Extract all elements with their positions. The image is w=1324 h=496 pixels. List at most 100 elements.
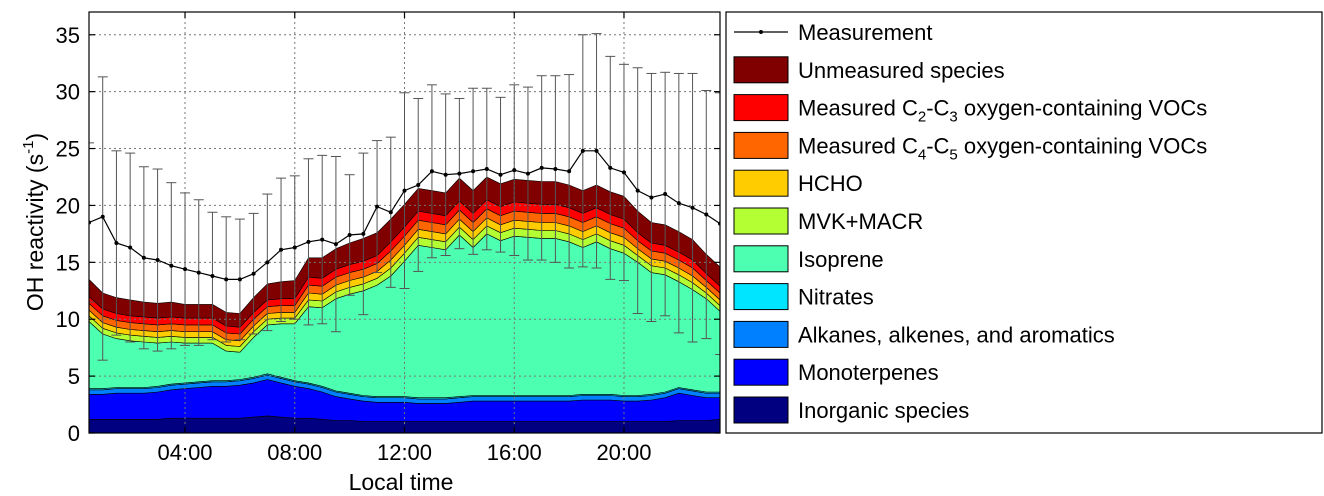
measurement-point	[155, 258, 160, 263]
legend-label: HCHO	[798, 171, 863, 196]
legend-swatch	[733, 169, 789, 197]
y-tick-label: 10	[56, 307, 80, 332]
measurement-point	[306, 239, 311, 244]
measurement-point	[512, 168, 517, 173]
measurement-point	[457, 171, 462, 176]
y-tick-label: 25	[56, 137, 80, 162]
y-axis-title-close: )	[22, 133, 48, 141]
measurement-point	[224, 277, 229, 282]
legend-swatch	[733, 320, 789, 348]
measurement-point	[567, 169, 572, 174]
legend-swatch	[733, 207, 789, 235]
measurement-point	[539, 165, 544, 170]
measurement-series	[89, 33, 720, 361]
legend: Measurement Unmeasured species Measured C2…	[725, 11, 1323, 434]
measurement-point	[292, 245, 297, 250]
legend-label-subscript: 5	[949, 146, 957, 163]
measurement-point	[388, 210, 393, 215]
measurement-point	[471, 169, 476, 174]
measurement-point	[279, 247, 284, 252]
legend-label: Measured C2-C3 oxygen-containing VOCs	[798, 96, 1207, 126]
x-tick-label: 08:00	[267, 440, 322, 465]
legend-swatch	[733, 131, 789, 159]
legend-item-mvk-macr: MVK+MACR	[733, 207, 923, 235]
legend-label-subscript: 2	[918, 109, 926, 126]
legend-label-part: -C	[926, 133, 949, 158]
legend-label-subscript: 3	[949, 109, 957, 126]
measurement-point	[251, 271, 256, 276]
measurement-point	[210, 273, 215, 278]
legend-label: Inorganic species	[798, 398, 969, 423]
x-tick-label: 16:00	[487, 440, 542, 465]
legend-label: MVK+MACR	[798, 209, 923, 234]
legend-swatch	[733, 358, 789, 386]
legend-item-isoprene: Isoprene	[733, 245, 884, 273]
measurement-point	[649, 195, 654, 200]
y-tick-label: 15	[56, 250, 80, 275]
legend-item-alkanes-alkenes-and-aromatics: Alkanes, alkenes, and aromatics	[733, 320, 1115, 348]
x-tick-label: 12:00	[377, 440, 432, 465]
legend-label: Unmeasured species	[798, 58, 1005, 83]
legend-item-measured-c4-c5-oxygen-containing-vocs: Measured C4-C5 oxygen-containing VOCs	[733, 131, 1207, 163]
x-axis-title: Local time	[349, 469, 454, 495]
legend-swatch	[733, 396, 789, 424]
measurement-point	[676, 201, 681, 206]
measurement-point	[416, 182, 421, 187]
legend-item-measured-c2-c3-oxygen-containing-vocs: Measured C2-C3 oxygen-containing VOCs	[733, 94, 1207, 126]
y-tick-label: 35	[56, 23, 80, 48]
y-tick-label: 20	[56, 193, 80, 218]
measurement-point	[553, 167, 558, 172]
legend-label: Isoprene	[798, 247, 884, 272]
legend-label: Monoterpenes	[798, 360, 939, 385]
legend-label-subscript: 4	[918, 146, 926, 163]
legend-swatch-marker	[759, 30, 763, 34]
measurement-point	[169, 263, 174, 268]
measurement-point	[663, 192, 668, 197]
legend-label: Measurement	[798, 20, 933, 45]
measurement-point	[183, 267, 188, 272]
measurement-point	[114, 240, 119, 245]
measurement-point	[141, 255, 146, 260]
measurement-point	[402, 188, 407, 193]
legend-swatch	[733, 94, 789, 122]
legend-swatch	[733, 245, 789, 273]
legend-item-unmeasured-species: Unmeasured species	[733, 56, 1005, 84]
x-tick-label: 04:00	[157, 440, 212, 465]
x-tick-label: 20:00	[596, 440, 651, 465]
y-axis-title-main: OH reactivity (s	[22, 154, 48, 311]
legend-label-part: -C	[926, 96, 949, 121]
legend-label: Alkanes, alkenes, and aromatics	[798, 322, 1115, 347]
measurement-point	[635, 188, 640, 193]
legend-frame	[725, 11, 1323, 434]
axis-ticks: 0 5 10 15 20 25 30 35 04:00 08:00 12:00 16:00 20:00	[56, 12, 720, 465]
legend-swatch	[733, 56, 789, 84]
y-axis-title-sup: -1	[20, 141, 37, 154]
measurement-point	[525, 171, 530, 176]
legend-label-part: oxygen-containing VOCs	[958, 96, 1207, 121]
legend-swatch	[733, 283, 789, 311]
stacked-areas	[89, 176, 720, 433]
legend-label: Nitrates	[798, 285, 874, 310]
measurement-point	[594, 148, 599, 153]
measurement-point	[580, 148, 585, 153]
legend-item-hcho: HCHO	[733, 169, 863, 197]
y-tick-label: 5	[68, 364, 80, 389]
y-tick-label: 30	[56, 80, 80, 105]
measurement-point	[621, 170, 626, 175]
legend-label-part: oxygen-containing VOCs	[958, 133, 1207, 158]
legend-label: Measured C4-C5 oxygen-containing VOCs	[798, 133, 1207, 163]
measurement-point	[704, 212, 709, 217]
measurement-point	[196, 270, 201, 275]
legend-item-nitrates: Nitrates	[733, 283, 874, 311]
measurement-point	[128, 245, 133, 250]
measurement-point	[333, 242, 338, 247]
legend-item-inorganic-species: Inorganic species	[733, 396, 969, 424]
measurement-point	[608, 165, 613, 170]
measurement-point	[484, 167, 489, 172]
legend-label-part: Measured C	[798, 96, 918, 121]
measurement-point	[320, 237, 325, 242]
y-axis-title: OH reactivity (s-1)	[20, 133, 48, 311]
measurement-point	[265, 260, 270, 265]
measurement-point	[690, 205, 695, 210]
